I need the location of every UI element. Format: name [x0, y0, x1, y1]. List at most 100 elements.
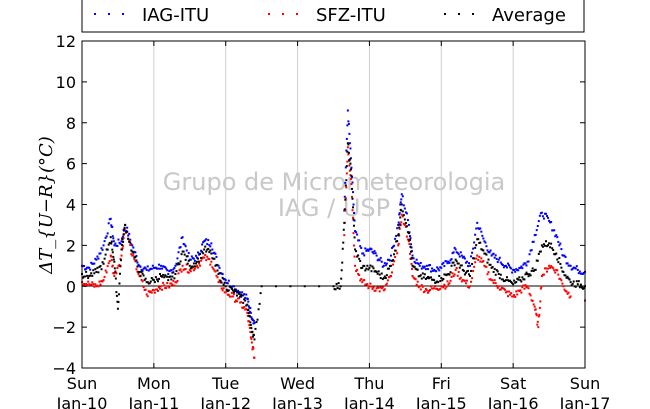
data-point: [411, 275, 414, 278]
data-point: [459, 276, 462, 279]
data-point: [508, 280, 511, 283]
data-point: [372, 252, 375, 255]
data-point: [164, 274, 167, 277]
data-point: [222, 278, 225, 281]
data-point: [349, 168, 352, 171]
data-point: [478, 255, 481, 258]
data-point: [194, 254, 197, 257]
data-point: [346, 146, 349, 149]
data-point: [348, 159, 351, 162]
data-point: [443, 273, 446, 276]
y-axis: −4 −2 0 2 4 6 8 10 12: [52, 32, 585, 378]
data-point: [231, 285, 234, 288]
data-point: [463, 273, 466, 276]
data-point: [379, 256, 382, 259]
data-point: [95, 285, 98, 288]
data-point: [412, 257, 415, 260]
y-tick-label: 0: [66, 277, 76, 296]
data-point: [225, 281, 228, 284]
data-point: [518, 276, 521, 279]
data-point: [439, 287, 442, 290]
data-point: [537, 252, 540, 255]
data-point: [371, 287, 374, 290]
data-point: [383, 288, 386, 291]
data-point: [241, 306, 244, 309]
data-point: [336, 287, 339, 290]
data-point: [348, 164, 351, 167]
data-point: [381, 286, 384, 289]
data-point: [348, 142, 351, 145]
data-point: [575, 265, 578, 268]
data-point: [275, 285, 278, 288]
data-point: [432, 278, 435, 281]
data-point: [529, 274, 532, 277]
data-point: [229, 295, 232, 298]
data-point: [168, 286, 171, 289]
data-point: [352, 191, 355, 194]
data-point: [488, 278, 491, 281]
data-point: [333, 288, 336, 291]
data-point: [103, 257, 106, 260]
data-point: [89, 274, 92, 277]
data-point: [121, 247, 124, 250]
data-point: [400, 198, 403, 201]
data-point: [117, 301, 120, 304]
data-point: [379, 277, 382, 280]
data-point: [428, 264, 431, 267]
data-point: [540, 211, 543, 214]
data-point: [91, 274, 94, 277]
data-point: [86, 283, 89, 286]
data-point: [460, 264, 463, 267]
data-point: [522, 278, 525, 281]
x-tick-label-day: Fri: [432, 374, 451, 393]
data-point: [458, 277, 461, 280]
data-point: [90, 261, 93, 264]
data-point: [425, 277, 428, 280]
data-point: [118, 264, 121, 267]
data-point: [204, 239, 207, 242]
data-point: [173, 277, 176, 280]
data-point: [214, 252, 217, 255]
data-point: [462, 279, 465, 282]
data-point: [163, 284, 166, 287]
data-point: [461, 268, 464, 271]
data-point: [98, 265, 101, 268]
data-point: [136, 270, 139, 273]
data-point: [471, 277, 474, 280]
data-point: [484, 241, 487, 244]
data-point: [348, 158, 351, 161]
data-point: [513, 268, 516, 271]
data-point: [218, 266, 221, 269]
data-point: [227, 279, 230, 282]
data-point: [418, 275, 421, 278]
data-point: [368, 266, 371, 269]
data-point: [466, 285, 469, 288]
data-point: [259, 292, 262, 295]
data-point: [106, 265, 109, 268]
data-point: [215, 255, 218, 258]
data-point: [247, 320, 250, 323]
data-point: [518, 266, 521, 269]
data-point: [398, 212, 401, 215]
data-point: [435, 270, 438, 273]
data-point: [433, 279, 436, 282]
data-point: [137, 263, 140, 266]
data-point: [530, 299, 533, 302]
y-tick-label: 2: [66, 236, 76, 255]
data-point: [349, 162, 352, 165]
data-point: [195, 256, 198, 259]
data-point: [242, 301, 245, 304]
data-point: [252, 322, 255, 325]
legend-marker: [268, 13, 270, 15]
data-point: [437, 288, 440, 291]
data-point: [249, 336, 252, 339]
data-point: [230, 287, 233, 290]
data-point: [123, 226, 126, 229]
data-point: [116, 267, 119, 270]
data-point: [475, 227, 478, 230]
data-point: [550, 220, 553, 223]
data-point: [444, 260, 447, 263]
data-point: [337, 282, 340, 285]
data-point: [196, 257, 199, 260]
data-point: [468, 262, 471, 265]
